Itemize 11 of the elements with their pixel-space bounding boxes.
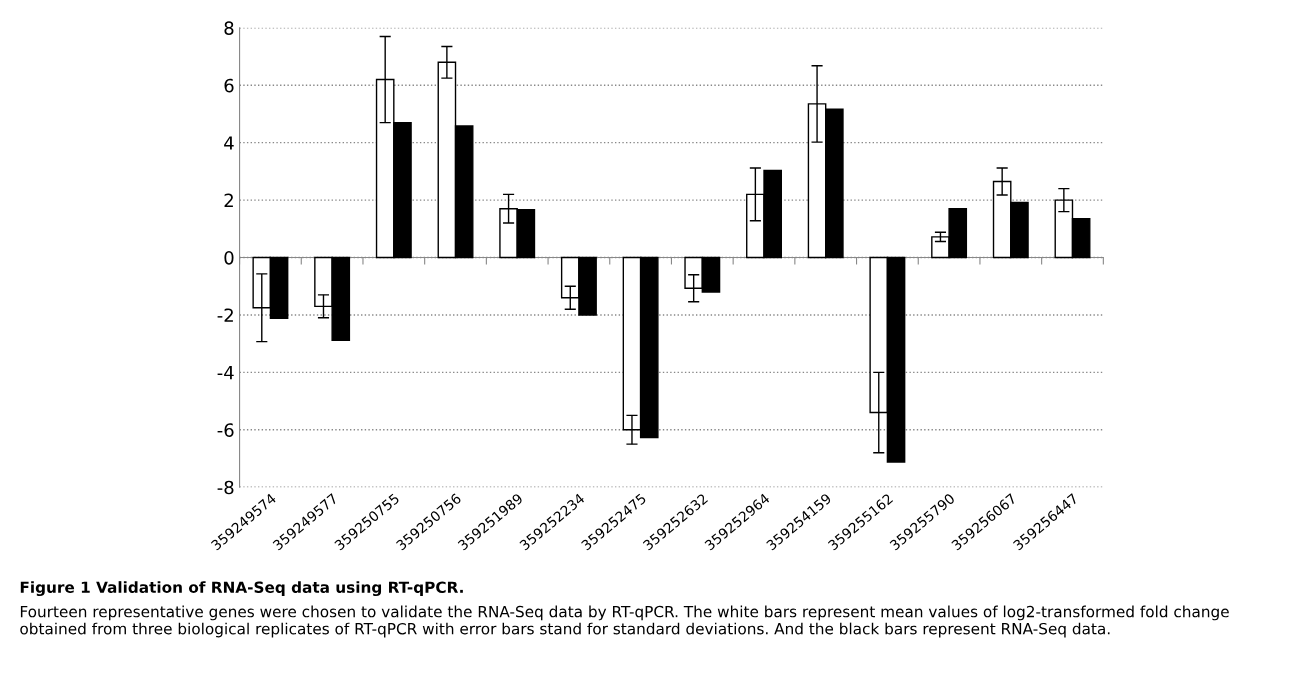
y-tick-label: -8	[217, 480, 234, 495]
text: Figure 1 Validation of RNA-Seq data using RT-qPCR.	[20, 581, 463, 597]
y-tick-label: 8	[224, 21, 234, 35]
y-tick-label: 6	[224, 78, 234, 93]
y-tick-label: 2	[224, 193, 233, 207]
y-tick-label: -2	[217, 308, 233, 322]
y-tick-label: 4	[224, 136, 234, 150]
y-tick-label: -6	[217, 423, 234, 437]
y-tick-label: 0	[224, 250, 234, 265]
text: Fourteen representative genes were chosen to validate the RNA-Seq data by RT-qPCR. The white bars represent mean values of log2-transformed fold change obtained from three biological replicates of RT-qPCR with error bars stand for standard deviations. And the black bars represent RNA-Seq data.	[20, 605, 1229, 638]
y-tick-label: -4	[217, 366, 234, 380]
